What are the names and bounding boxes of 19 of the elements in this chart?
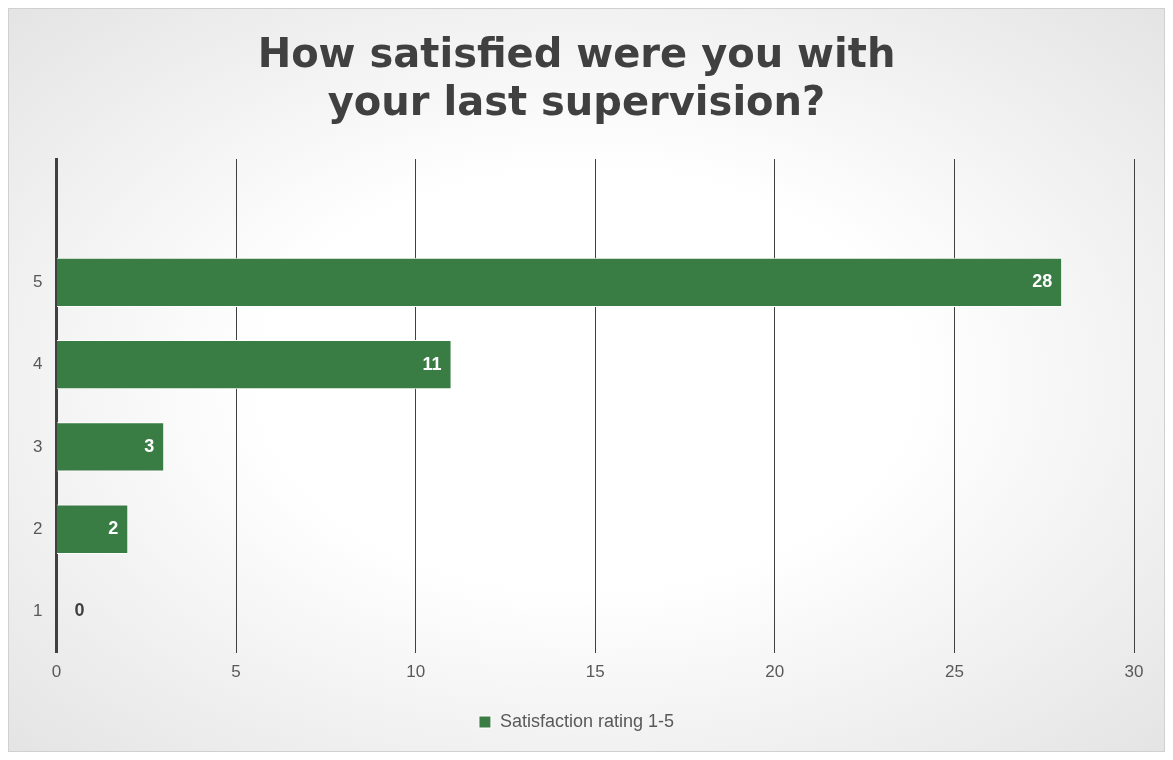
x-tick-label: 20 [765,662,785,682]
y-tick-label: 3 [32,436,43,456]
data-label: 0 [74,600,85,621]
data-label: 28 [1032,271,1053,292]
data-label: 2 [108,518,119,539]
y-tick-label: 2 [32,518,43,538]
y-tick-label: 1 [32,601,43,621]
x-tick-label: 15 [585,662,605,682]
x-tick-label: 5 [231,662,241,682]
y-tick-label: 5 [32,272,43,292]
x-tick-label: 0 [51,662,62,682]
x-tick-label: 10 [406,662,426,682]
data-label: 3 [144,435,155,456]
x-tick-label: 25 [944,662,964,682]
y-tick-label: 4 [32,354,43,374]
x-tick-label: 30 [1124,662,1144,682]
legend-label: Satisfaction rating 1-5 [499,710,675,731]
data-label: 11 [422,353,442,374]
chart-title: How satisfied were you with your last supervision? [257,30,896,125]
